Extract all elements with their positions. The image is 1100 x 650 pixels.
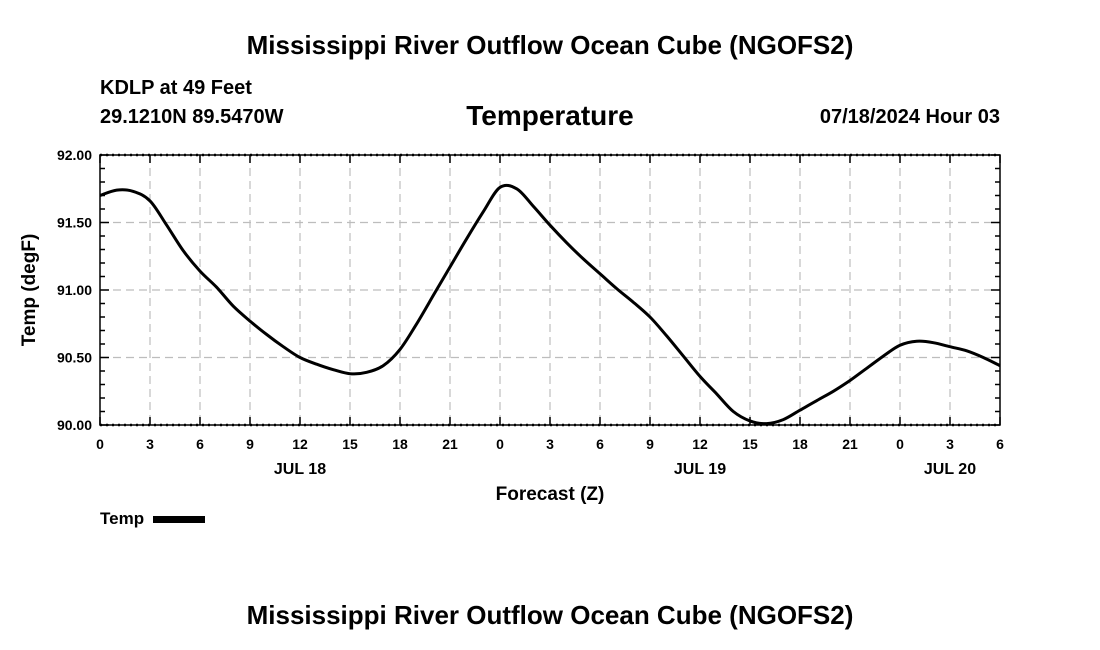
series-layer: [99, 183, 1001, 426]
x-tick-label: 3: [146, 436, 154, 452]
x-tick-label: 0: [496, 436, 504, 452]
y-tick-label: 92.00: [57, 147, 92, 163]
x-tick-label: 21: [842, 436, 858, 452]
page-title-footer: Mississippi River Outflow Ocean Cube (NG…: [246, 600, 854, 630]
page-title: Mississippi River Outflow Ocean Cube (NG…: [246, 30, 854, 60]
x-tick-label: 9: [646, 436, 654, 452]
x-tick-label: 21: [442, 436, 458, 452]
x-tick-label: 0: [96, 436, 104, 452]
x-tick-label: 6: [196, 436, 204, 452]
y-axis-label: Temp (degF): [19, 234, 40, 347]
legend-line-swatch: [153, 515, 206, 523]
chart-title: Temperature: [466, 100, 634, 131]
day-label: JUL 20: [924, 461, 976, 478]
x-tick-label: 3: [546, 436, 554, 452]
x-tick-label: 6: [596, 436, 604, 452]
x-tick-label: 9: [246, 436, 254, 452]
x-tick-label: 15: [742, 436, 758, 452]
legend: Temp: [100, 509, 206, 529]
x-tick-label: 0: [896, 436, 904, 452]
day-label: JUL 19: [674, 461, 726, 478]
y-tick-label: 90.50: [57, 350, 92, 366]
grid: [100, 155, 1000, 425]
x-axis-label: Forecast (Z): [496, 484, 605, 505]
station-coordinates: 29.1210N 89.5470W: [100, 106, 284, 128]
y-tick-label: 91.50: [57, 215, 92, 231]
x-tick-label: 18: [392, 436, 408, 452]
forecast-datetime: 07/18/2024 Hour 03: [819, 106, 1000, 128]
x-tick-label: 15: [342, 436, 358, 452]
legend-label: Temp: [100, 509, 145, 528]
x-tick-label: 3: [946, 436, 954, 452]
x-tick-label: 12: [692, 436, 708, 452]
y-tick-label: 91.00: [57, 282, 92, 298]
station-label: KDLP at 49 Feet: [100, 77, 252, 99]
x-tick-label: 6: [996, 436, 1004, 452]
x-tick-label: 12: [292, 436, 308, 452]
axes: 90.00 90.50 91.00 91.50 92.00 0 3 6 9 12 15 18 21 0 3 6…: [57, 147, 1004, 478]
day-label: JUL 18: [274, 461, 326, 478]
x-tick-label: 18: [792, 436, 808, 452]
y-tick-label: 90.00: [57, 417, 92, 433]
series-line-temp: [99, 183, 1001, 426]
